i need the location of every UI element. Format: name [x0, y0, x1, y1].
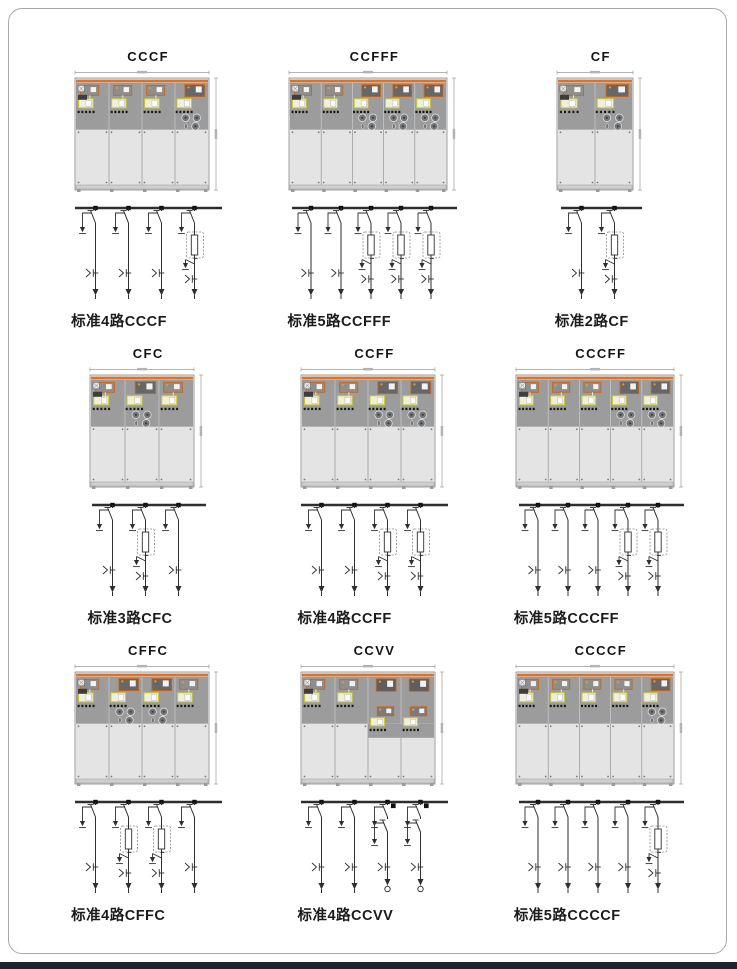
- scheme-panel: CFFC 标准4路CFFC: [69, 643, 227, 940]
- panel-caption: 标准4路CCCF: [71, 314, 167, 330]
- single-line-diagram: [292, 205, 458, 299]
- single-line-diagram: [518, 502, 684, 596]
- panel-title: CF: [590, 49, 611, 64]
- scheme-panel: CCFF 标准4路CCFF: [295, 346, 453, 643]
- panel-caption: 标准2路CF: [554, 314, 629, 330]
- panel-title: CCVV: [353, 643, 396, 658]
- panel-title: CFFC: [128, 643, 169, 658]
- cabinet-front-view: [74, 70, 219, 192]
- panel-grid: CCCF 标准4路CCCF CCFFF 标准5路CCFFF CF 标准2路CF …: [35, 49, 714, 940]
- panel-caption: 标准3路CFC: [87, 611, 173, 627]
- panel-caption: 标准4路CFFC: [71, 908, 166, 924]
- single-line-diagram: [91, 502, 206, 596]
- panel-title: CCCFF: [575, 346, 627, 361]
- cabinet-front-view: [74, 664, 219, 786]
- panel-title: CCFF: [354, 346, 395, 361]
- cabinet-front-view: [89, 367, 204, 489]
- scheme-panel: CCCF 标准4路CCCF: [69, 49, 227, 346]
- scheme-panel: CCVV 标准4路CCVV: [295, 643, 453, 940]
- cabinet-front-view: [556, 70, 642, 192]
- cabinet-front-view: [515, 664, 683, 786]
- single-line-diagram: [301, 502, 449, 596]
- panel-title: CCFFF: [349, 49, 400, 64]
- cabinet-front-view: [515, 367, 683, 489]
- panel-caption: 标准4路CCVV: [297, 908, 394, 924]
- panel-title: CCCCF: [574, 643, 628, 658]
- scheme-panel: CCCFF 标准5路CCCFF: [512, 346, 690, 643]
- footer-bar: [0, 962, 737, 969]
- panel-title: CFC: [132, 346, 164, 361]
- panel-caption: 标准5路CCFFF: [287, 314, 392, 330]
- single-line-diagram: [301, 799, 449, 893]
- scheme-panel: CCFFF 标准5路CCFFF: [285, 49, 463, 346]
- single-line-diagram: [75, 205, 223, 299]
- cabinet-front-view: [289, 70, 457, 192]
- scheme-panel: CFC 标准3路CFC: [86, 346, 211, 643]
- panel-caption: 标准5路CCCFF: [513, 611, 620, 627]
- page-card: CCCF 标准4路CCCF CCFFF 标准5路CCFFF CF 标准2路CF …: [8, 8, 727, 954]
- cabinet-front-view: [301, 367, 445, 489]
- scheme-panel: CCCCF 标准5路CCCCF: [512, 643, 690, 940]
- panel-title: CCCF: [127, 49, 170, 64]
- panel-caption: 标准4路CCFF: [297, 611, 392, 627]
- single-line-diagram: [560, 205, 642, 299]
- cabinet-front-view: [301, 664, 445, 786]
- single-line-diagram: [75, 799, 223, 893]
- scheme-panel: CF 标准2路CF: [553, 49, 649, 346]
- panel-caption: 标准5路CCCCF: [513, 908, 621, 924]
- single-line-diagram: [518, 799, 684, 893]
